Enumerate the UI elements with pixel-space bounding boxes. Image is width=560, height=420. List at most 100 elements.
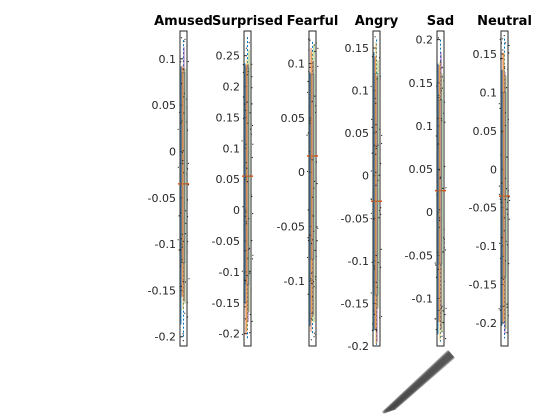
outlier-point [308,151,310,153]
outlier-point [375,281,377,283]
outlier-point [439,209,441,211]
outlier-point [183,96,185,98]
outlier-point [507,213,509,215]
outlier-point [371,126,373,128]
outlier-point [441,67,443,69]
y-tick-label: -0.1 [284,275,305,288]
outlier-point [508,263,510,265]
outlier-point [502,278,505,280]
panel-amused: Amused 0.1 0.05 0 -0.05 -0.1 -0.15 -0.2 [148,14,213,347]
outlier-point [307,80,309,83]
outlier-point [245,223,247,225]
outlier-point [314,249,316,251]
outlier-point [372,281,374,283]
outlier-point [375,102,377,104]
outlier-point [242,117,245,119]
outlier-point [246,167,248,169]
outlier-point [249,313,251,316]
y-tick-label: 0.15 [473,48,498,61]
outlier-point [244,103,246,105]
outlier-point [184,38,186,41]
outlier-point [436,251,439,253]
outlier-point [376,286,378,288]
outlier-point [180,83,183,85]
y-tick-label: -0.1 [348,255,369,268]
outlier-point [252,254,254,256]
y-tick-label: 0.05 [473,125,498,138]
outlier-point [177,128,179,130]
outlier-point [379,317,381,319]
outlier-point [186,216,189,218]
outlier-point [445,338,447,340]
outlier-point [375,184,377,186]
outlier-point [443,309,445,311]
outlier-point [370,212,372,214]
outlier-point [242,64,244,66]
outlier-point [500,305,502,307]
outlier-point [311,159,313,161]
outlier-point [313,44,315,46]
outlier-point [381,142,383,145]
outlier-point [499,242,501,244]
outlier-point [371,56,374,58]
outlier-point [314,105,317,107]
outlier-point [377,261,379,264]
outlier-point [182,68,184,70]
outlier-point [251,87,253,89]
outlier-point [311,196,314,198]
outlier-point [307,256,309,259]
outlier-point [241,333,243,336]
outlier-point [380,207,382,209]
outlier-point [381,134,383,136]
outlier-point [506,306,508,308]
outlier-point [247,70,249,73]
outlier-point [443,242,445,244]
outlier-point [182,160,184,162]
outlier-point [313,286,315,288]
outlier-point [314,50,316,53]
outlier-point [440,61,442,63]
outlier-point [179,162,181,164]
outlier-point [182,240,184,242]
outlier-point [380,248,382,250]
outlier-point [442,251,444,253]
x-tick-label-blot [393,356,455,410]
outlier-point [180,249,182,251]
y-tick-label: 0.05 [345,127,370,140]
outlier-point [504,42,507,44]
outlier-point [315,278,317,280]
outlier-point [371,329,373,331]
y-tick-label: 0.2 [416,34,434,47]
outlier-point [370,292,372,294]
outlier-point [443,280,445,283]
outlier-point [506,244,508,246]
outlier-point [314,276,317,278]
y-tick-label: 0.1 [159,53,177,66]
outlier-point [508,196,510,198]
outlier-point [370,170,372,172]
outlier-point [187,184,190,186]
y-tick-label: -0.2 [155,331,176,344]
outlier-point [250,193,252,195]
panel-title: Angry [355,14,399,29]
outlier-point [181,246,183,248]
outlier-point [378,217,380,219]
outlier-point [443,228,445,230]
y-tick-label: 0 [233,204,240,217]
y-tick-label: 0 [362,170,369,183]
outlier-point [437,37,439,39]
y-tick-label: -0.15 [212,297,240,310]
outlier-point [438,309,440,311]
outlier-point [439,177,441,179]
outlier-point [183,40,185,43]
outlier-point [506,332,508,334]
outlier-point [186,98,188,100]
outlier-point [178,215,180,217]
outlier-point [504,125,507,127]
panel-sad: Sad 0.2 0.15 0.1 0.05 0 -0.05 -0.1 [405,14,454,347]
outlier-point [249,270,251,272]
y-tick-label: 0.05 [216,173,241,186]
outlier-point [179,278,181,280]
outlier-point [311,282,313,285]
